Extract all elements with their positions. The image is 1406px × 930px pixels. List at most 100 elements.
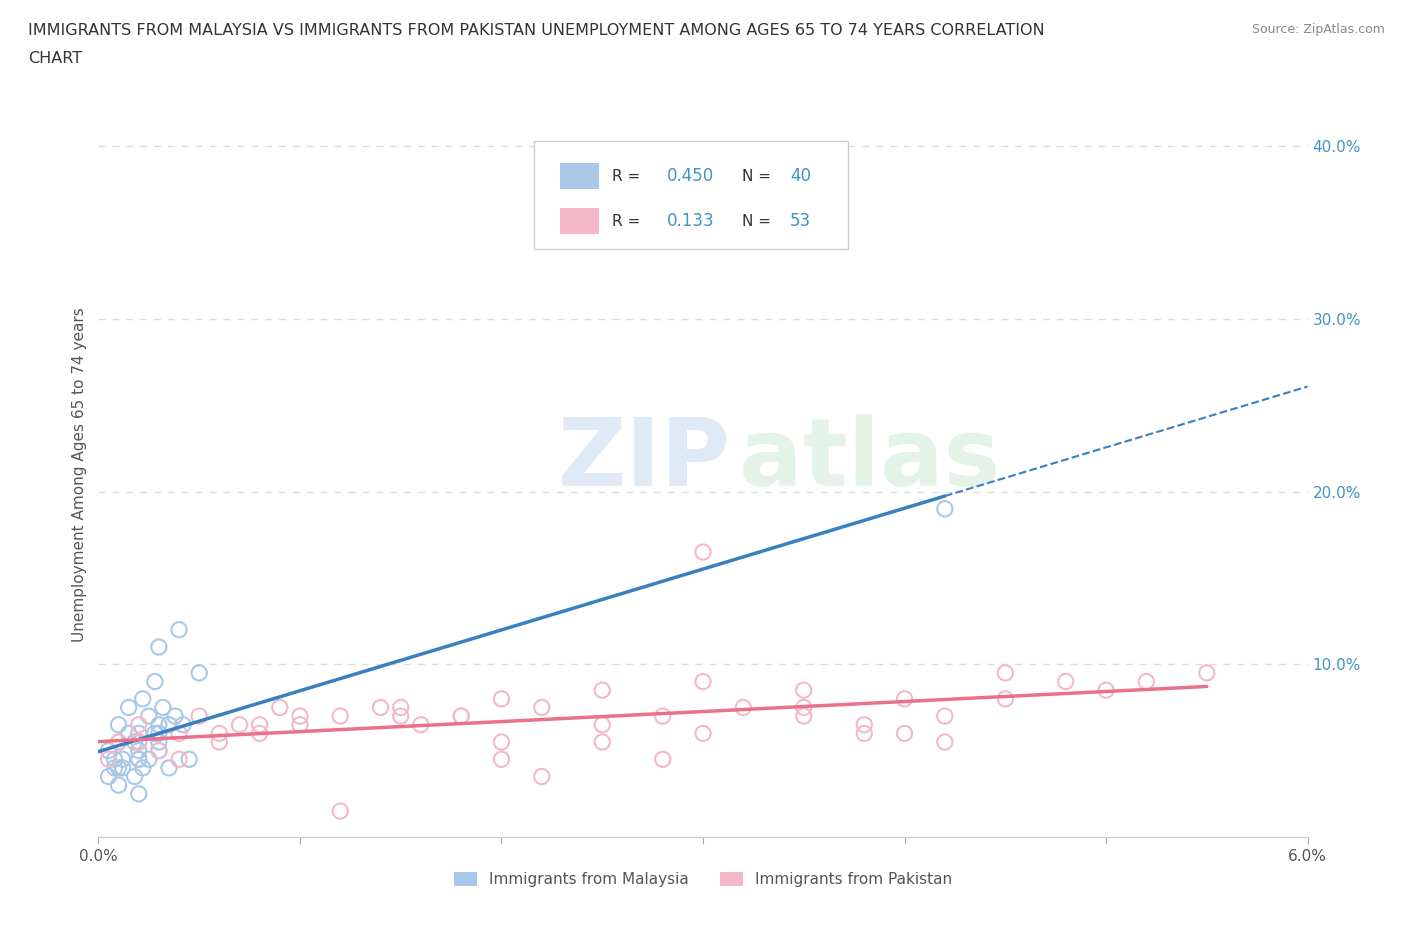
Point — [450, 709, 472, 724]
Point — [152, 700, 174, 715]
Point — [389, 709, 412, 724]
Point — [163, 709, 186, 724]
Text: 0.133: 0.133 — [666, 212, 714, 231]
Legend: Immigrants from Malaysia, Immigrants from Pakistan: Immigrants from Malaysia, Immigrants fro… — [447, 864, 959, 895]
Text: R =: R = — [613, 214, 645, 229]
Point — [97, 751, 120, 766]
Point — [143, 726, 166, 741]
Point — [148, 726, 170, 741]
Text: Source: ZipAtlas.com: Source: ZipAtlas.com — [1251, 23, 1385, 36]
Point — [118, 700, 141, 715]
Point — [692, 545, 714, 560]
Point — [491, 735, 513, 750]
Point — [651, 751, 673, 766]
Text: atlas: atlas — [740, 414, 1000, 506]
Point — [97, 743, 120, 758]
Point — [591, 717, 613, 732]
Point — [329, 709, 352, 724]
Point — [107, 735, 129, 750]
Point — [124, 735, 146, 750]
Point — [249, 717, 271, 732]
Point — [188, 666, 211, 681]
Point — [692, 674, 714, 689]
Point — [132, 691, 155, 706]
Point — [148, 735, 170, 750]
Point — [148, 717, 170, 732]
Point — [103, 751, 125, 766]
Text: ZIP: ZIP — [558, 414, 731, 506]
Point — [934, 735, 956, 750]
Point — [143, 674, 166, 689]
Point — [288, 717, 311, 732]
Y-axis label: Unemployment Among Ages 65 to 74 years: Unemployment Among Ages 65 to 74 years — [72, 307, 87, 642]
Point — [107, 717, 129, 732]
Point — [128, 735, 150, 750]
Point — [167, 751, 190, 766]
Point — [208, 735, 231, 750]
Point — [148, 743, 170, 758]
Point — [228, 717, 250, 732]
Point — [1054, 674, 1077, 689]
Point — [128, 735, 150, 750]
Point — [167, 622, 190, 637]
Text: N =: N = — [742, 214, 776, 229]
Bar — [561, 208, 599, 234]
Point — [111, 761, 134, 776]
Point — [853, 726, 876, 741]
Point — [530, 700, 553, 715]
Point — [389, 700, 412, 715]
Text: 40: 40 — [790, 167, 811, 185]
Point — [128, 751, 150, 766]
Point — [128, 787, 150, 802]
Point — [491, 751, 513, 766]
Point — [167, 726, 190, 741]
Point — [148, 743, 170, 758]
Point — [179, 751, 201, 766]
Point — [138, 751, 160, 766]
Point — [128, 743, 150, 758]
Point — [269, 700, 291, 715]
FancyBboxPatch shape — [534, 140, 848, 249]
Point — [107, 735, 129, 750]
Point — [1135, 674, 1157, 689]
Text: R =: R = — [613, 168, 645, 183]
Point — [208, 726, 231, 741]
Point — [793, 683, 815, 698]
Text: 0.450: 0.450 — [666, 167, 714, 185]
Text: N =: N = — [742, 168, 776, 183]
Point — [370, 700, 392, 715]
Text: 53: 53 — [790, 212, 811, 231]
Point — [1095, 683, 1118, 698]
Point — [450, 709, 472, 724]
Point — [934, 501, 956, 516]
Point — [111, 751, 134, 766]
Point — [893, 726, 915, 741]
Point — [491, 691, 513, 706]
Point — [128, 751, 150, 766]
Point — [107, 761, 129, 776]
Text: CHART: CHART — [28, 51, 82, 66]
Point — [651, 709, 673, 724]
Point — [103, 761, 125, 776]
Point — [591, 735, 613, 750]
Point — [692, 726, 714, 741]
Point — [97, 769, 120, 784]
Point — [288, 709, 311, 724]
Text: IMMIGRANTS FROM MALAYSIA VS IMMIGRANTS FROM PAKISTAN UNEMPLOYMENT AMONG AGES 65 : IMMIGRANTS FROM MALAYSIA VS IMMIGRANTS F… — [28, 23, 1045, 38]
Point — [249, 726, 271, 741]
Point — [172, 717, 194, 732]
Point — [132, 761, 155, 776]
Point — [409, 717, 432, 732]
Point — [128, 717, 150, 732]
Point — [1195, 666, 1218, 681]
Point — [138, 709, 160, 724]
Point — [994, 691, 1017, 706]
Bar — [561, 163, 599, 189]
Point — [107, 777, 129, 792]
Point — [591, 683, 613, 698]
Point — [793, 709, 815, 724]
Point — [934, 709, 956, 724]
Point — [157, 761, 180, 776]
Point — [793, 700, 815, 715]
Point — [733, 700, 755, 715]
